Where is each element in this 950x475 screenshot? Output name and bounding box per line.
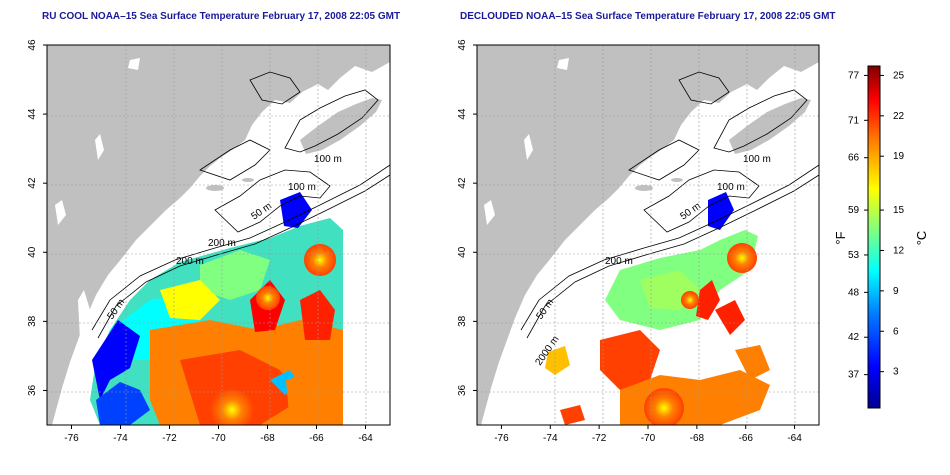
celsius-tick-label: 12 bbox=[893, 245, 905, 256]
right-land bbox=[477, 45, 819, 425]
y-tick-label: 38 bbox=[457, 315, 468, 327]
y-tick-label: 36 bbox=[27, 384, 38, 396]
contour-label: 100 m bbox=[314, 154, 342, 165]
fahrenheit-tick-label: 66 bbox=[848, 153, 860, 164]
fahrenheit-tick-label: 71 bbox=[848, 115, 860, 126]
right-sst-field bbox=[545, 192, 770, 425]
contour-label: 200 m bbox=[176, 256, 204, 267]
fahrenheit-unit: °F bbox=[833, 231, 848, 244]
x-tick-label: -76 bbox=[494, 433, 509, 444]
left-map-title: RU COOL NOAA–15 Sea Surface Temperature … bbox=[42, 11, 401, 22]
celsius-tick-label: 19 bbox=[893, 151, 905, 162]
colorbar: 25 22 19 15 12 9 6 3 77 71 66 59 53 48 42 37 °F °C bbox=[833, 65, 929, 409]
x-tick-label: -74 bbox=[543, 433, 558, 444]
fahrenheit-tick-label: 77 bbox=[848, 70, 860, 81]
fahrenheit-tick-label: 42 bbox=[848, 332, 860, 343]
y-tick-label: 40 bbox=[27, 246, 38, 258]
x-tick-label: -70 bbox=[641, 433, 656, 444]
celsius-tick-label: 22 bbox=[893, 111, 905, 122]
celsius-tick-label: 15 bbox=[893, 205, 905, 216]
celsius-tick-label: 6 bbox=[893, 326, 899, 337]
left-axes: -76 -74 -72 -70 -68 -66 -64 46 44 42 40 38 36 bbox=[27, 39, 373, 444]
celsius-unit: °C bbox=[914, 231, 929, 246]
right-axes: -76 -74 -72 -70 -68 -66 -64 46 44 42 40 38 36 bbox=[457, 39, 802, 444]
x-tick-label: -72 bbox=[592, 433, 607, 444]
y-tick-label: 44 bbox=[457, 108, 468, 120]
fahrenheit-tick-label: 53 bbox=[848, 250, 860, 261]
x-tick-label: -76 bbox=[64, 433, 79, 444]
contour-label: 200 m bbox=[605, 256, 633, 267]
left-land bbox=[47, 45, 390, 425]
right-map: 100 m 100 m 50 m 200 m 50 m 2000 m -76 -7… bbox=[457, 39, 820, 444]
contour-label: 200 m bbox=[208, 238, 236, 249]
x-tick-label: -72 bbox=[162, 433, 177, 444]
left-map: 100 m 100 m 50 m 200 m 50 m 200 m -76 -74… bbox=[27, 39, 391, 444]
contour-label: 100 m bbox=[743, 154, 771, 165]
celsius-tick-label: 25 bbox=[893, 70, 905, 81]
celsius-tick-label: 3 bbox=[893, 367, 899, 378]
x-tick-label: -66 bbox=[309, 433, 324, 444]
left-contours bbox=[91, 71, 390, 339]
x-tick-label: -64 bbox=[358, 433, 373, 444]
y-tick-label: 40 bbox=[457, 246, 468, 258]
y-tick-label: 42 bbox=[457, 177, 468, 189]
x-tick-label: -66 bbox=[738, 433, 753, 444]
right-map-title: DECLOUDED NOAA–15 Sea Surface Temperatur… bbox=[460, 11, 836, 22]
x-tick-label: -74 bbox=[113, 433, 128, 444]
y-tick-label: 46 bbox=[27, 39, 38, 51]
x-tick-label: -68 bbox=[260, 433, 275, 444]
y-tick-label: 46 bbox=[457, 39, 468, 51]
colorbar-gradient bbox=[867, 65, 881, 409]
y-tick-label: 38 bbox=[27, 315, 38, 327]
x-tick-label: -64 bbox=[787, 433, 802, 444]
celsius-tick-label: 9 bbox=[893, 286, 899, 297]
y-tick-label: 36 bbox=[457, 384, 468, 396]
contour-label: 100 m bbox=[717, 182, 745, 193]
left-sst-field bbox=[90, 192, 390, 425]
y-tick-label: 42 bbox=[27, 177, 38, 189]
y-tick-label: 44 bbox=[27, 108, 38, 120]
x-tick-label: -70 bbox=[211, 433, 226, 444]
fahrenheit-tick-label: 48 bbox=[848, 287, 860, 298]
contour-label: 100 m bbox=[288, 182, 316, 193]
fahrenheit-tick-label: 37 bbox=[848, 370, 860, 381]
x-tick-label: -68 bbox=[690, 433, 705, 444]
fahrenheit-tick-label: 59 bbox=[848, 205, 860, 216]
